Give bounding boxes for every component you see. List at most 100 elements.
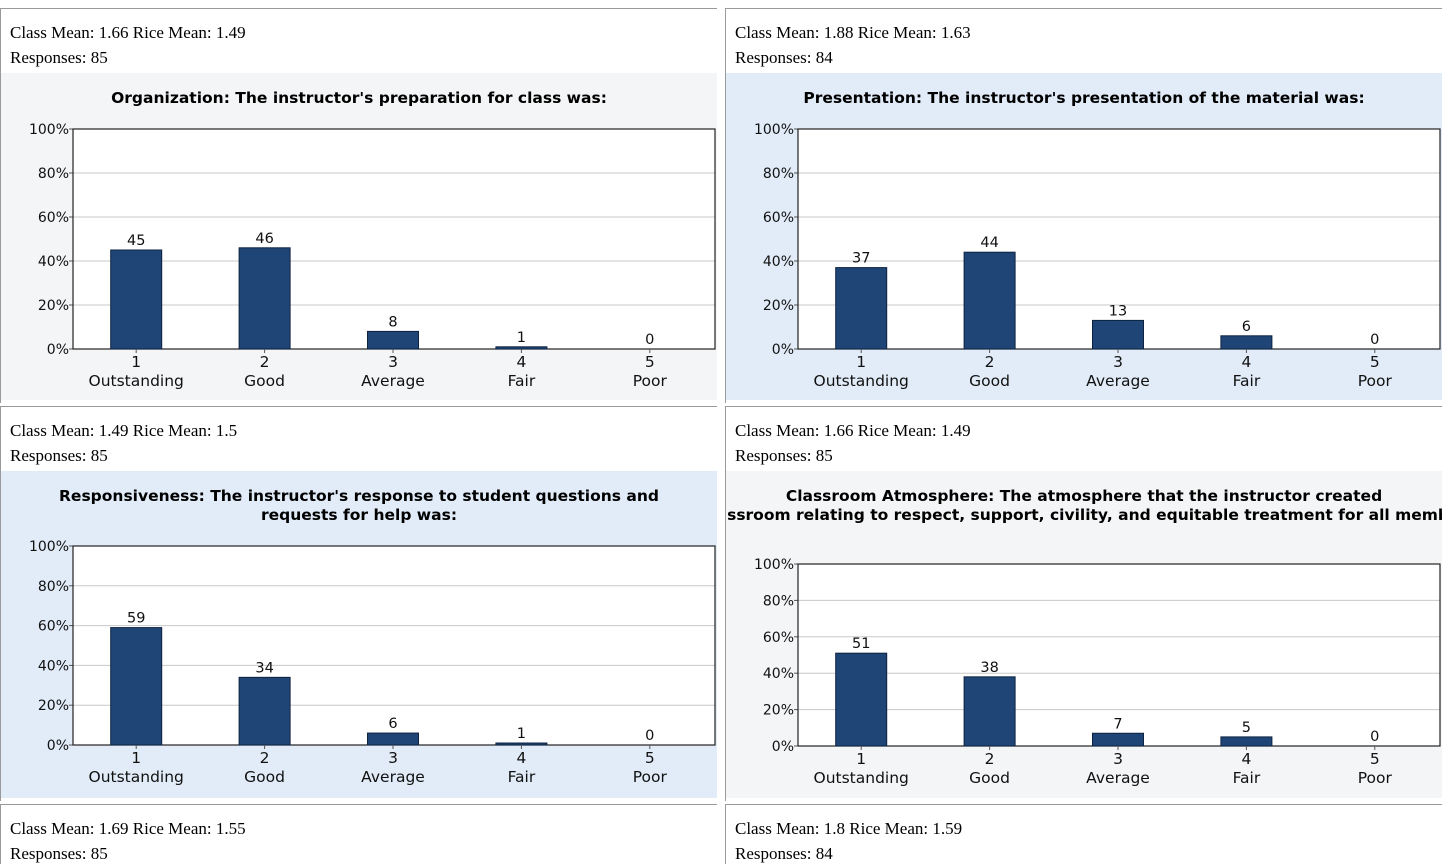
plot-area: [73, 546, 715, 745]
x-tick-label: 2: [985, 750, 995, 768]
y-tick-label: 20%: [38, 698, 69, 714]
panel-stats: Class Mean: 1.66 Rice Mean: 1.49 Respons…: [10, 20, 246, 70]
y-tick-label: 20%: [763, 298, 794, 314]
bar: [1220, 736, 1273, 747]
bar-chart: Presentation: The instructor's presentat…: [754, 89, 1441, 390]
x-tick-label: 1: [856, 750, 866, 768]
plot-area: [73, 129, 715, 349]
bar: [1092, 319, 1144, 350]
x-tick-label: 5: [1370, 353, 1380, 371]
responses-text: Responses: 85: [10, 48, 108, 67]
bar: [110, 249, 163, 350]
bar: [367, 330, 419, 350]
x-category-label: Outstanding: [814, 372, 909, 390]
responses-text: Responses: 84: [735, 844, 833, 863]
data-label: 38: [980, 660, 998, 676]
data-label: 45: [127, 233, 145, 249]
class-mean-text: Class Mean: 1.69 Rice Mean: 1.55: [10, 819, 246, 838]
data-label: 0: [645, 728, 654, 744]
x-category-label: Poor: [1358, 769, 1393, 787]
class-mean-text: Class Mean: 1.66 Rice Mean: 1.49: [735, 421, 971, 440]
x-tick-label: 3: [388, 353, 398, 371]
bar-chart: Responsiveness: The instructor's respons…: [29, 487, 716, 786]
x-tick-label: 1: [856, 353, 866, 371]
data-label: 37: [852, 251, 870, 267]
y-tick-label: 60%: [763, 630, 794, 646]
x-category-label: Good: [969, 769, 1010, 787]
x-tick-label: 5: [645, 749, 655, 767]
bar-chart: Classroom Atmosphere: The atmosphere tha…: [726, 487, 1442, 787]
y-tick-label: 0%: [772, 739, 794, 755]
bar: [963, 251, 1016, 350]
bar: [835, 652, 888, 747]
x-tick-label: 5: [645, 353, 655, 371]
x-category-label: Good: [244, 372, 285, 390]
bar: [1220, 335, 1273, 350]
x-category-label: Fair: [508, 372, 536, 390]
panel-stats: Class Mean: 1.49 Rice Mean: 1.5 Response…: [10, 418, 237, 468]
bar: [963, 676, 1016, 747]
y-tick-label: 100%: [754, 557, 794, 573]
chart-title: Organization: The instructor's preparati…: [111, 89, 607, 107]
data-label: 51: [852, 636, 870, 652]
y-tick-label: 40%: [38, 254, 69, 270]
chart-area: Presentation: The instructor's presentat…: [726, 73, 1442, 400]
bar-chart: Organization: The instructor's preparati…: [29, 89, 716, 390]
y-tick-label: 40%: [38, 658, 69, 674]
data-label: 0: [1370, 332, 1379, 348]
panel-stats: Class Mean: 1.88 Rice Mean: 1.63 Respons…: [735, 20, 971, 70]
panel-row3-left: Class Mean: 1.69 Rice Mean: 1.55 Respons…: [0, 804, 717, 864]
x-category-label: Fair: [508, 768, 536, 786]
data-label: 1: [517, 726, 526, 742]
data-label: 6: [1242, 319, 1251, 335]
x-tick-label: 1: [131, 749, 141, 767]
x-category-label: Average: [361, 372, 425, 390]
panel-organization: Class Mean: 1.66 Rice Mean: 1.49 Respons…: [0, 8, 717, 403]
data-label: 5: [1242, 720, 1251, 736]
data-label: 6: [388, 716, 397, 732]
x-category-label: Outstanding: [89, 768, 184, 786]
y-tick-label: 0%: [772, 342, 794, 358]
data-label: 46: [255, 231, 273, 247]
x-tick-label: 4: [1241, 750, 1251, 768]
y-tick-label: 60%: [38, 210, 69, 226]
data-label: 1: [517, 330, 526, 346]
x-category-label: Good: [244, 768, 285, 786]
y-tick-label: 80%: [763, 166, 794, 182]
x-category-label: Average: [1086, 372, 1150, 390]
data-label: 44: [980, 235, 998, 251]
x-category-label: Poor: [1358, 372, 1393, 390]
y-tick-label: 60%: [38, 619, 69, 635]
chart-title: requests for help was:: [261, 506, 457, 524]
y-tick-label: 100%: [754, 122, 794, 138]
x-category-label: Average: [1086, 769, 1150, 787]
y-tick-label: 60%: [763, 210, 794, 226]
x-category-label: Average: [361, 768, 425, 786]
y-tick-label: 80%: [763, 593, 794, 609]
bar: [495, 346, 548, 350]
responses-text: Responses: 85: [10, 844, 108, 863]
panel-stats: Class Mean: 1.66 Rice Mean: 1.49 Respons…: [735, 418, 971, 468]
y-tick-label: 0%: [47, 738, 69, 754]
chart-title: Presentation: The instructor's presentat…: [803, 89, 1364, 107]
x-tick-label: 2: [260, 749, 270, 767]
x-tick-label: 3: [1113, 353, 1123, 371]
x-tick-label: 3: [1113, 750, 1123, 768]
panel-presentation: Class Mean: 1.88 Rice Mean: 1.63 Respons…: [725, 8, 1442, 403]
x-tick-label: 1: [131, 353, 141, 371]
x-tick-label: 5: [1370, 750, 1380, 768]
bar: [835, 267, 888, 350]
bar: [238, 676, 291, 746]
chart-title: Responsiveness: The instructor's respons…: [59, 487, 659, 505]
chart-title: Classroom Atmosphere: The atmosphere tha…: [786, 487, 1382, 505]
x-category-label: Outstanding: [89, 372, 184, 390]
y-tick-label: 100%: [29, 122, 69, 138]
x-category-label: Fair: [1233, 372, 1261, 390]
plot-area: [798, 564, 1440, 746]
x-category-label: Poor: [633, 768, 668, 786]
x-category-label: Outstanding: [814, 769, 909, 787]
plot-area: [798, 129, 1440, 349]
data-label: 59: [127, 611, 145, 627]
y-tick-label: 20%: [763, 703, 794, 719]
x-tick-label: 2: [260, 353, 270, 371]
